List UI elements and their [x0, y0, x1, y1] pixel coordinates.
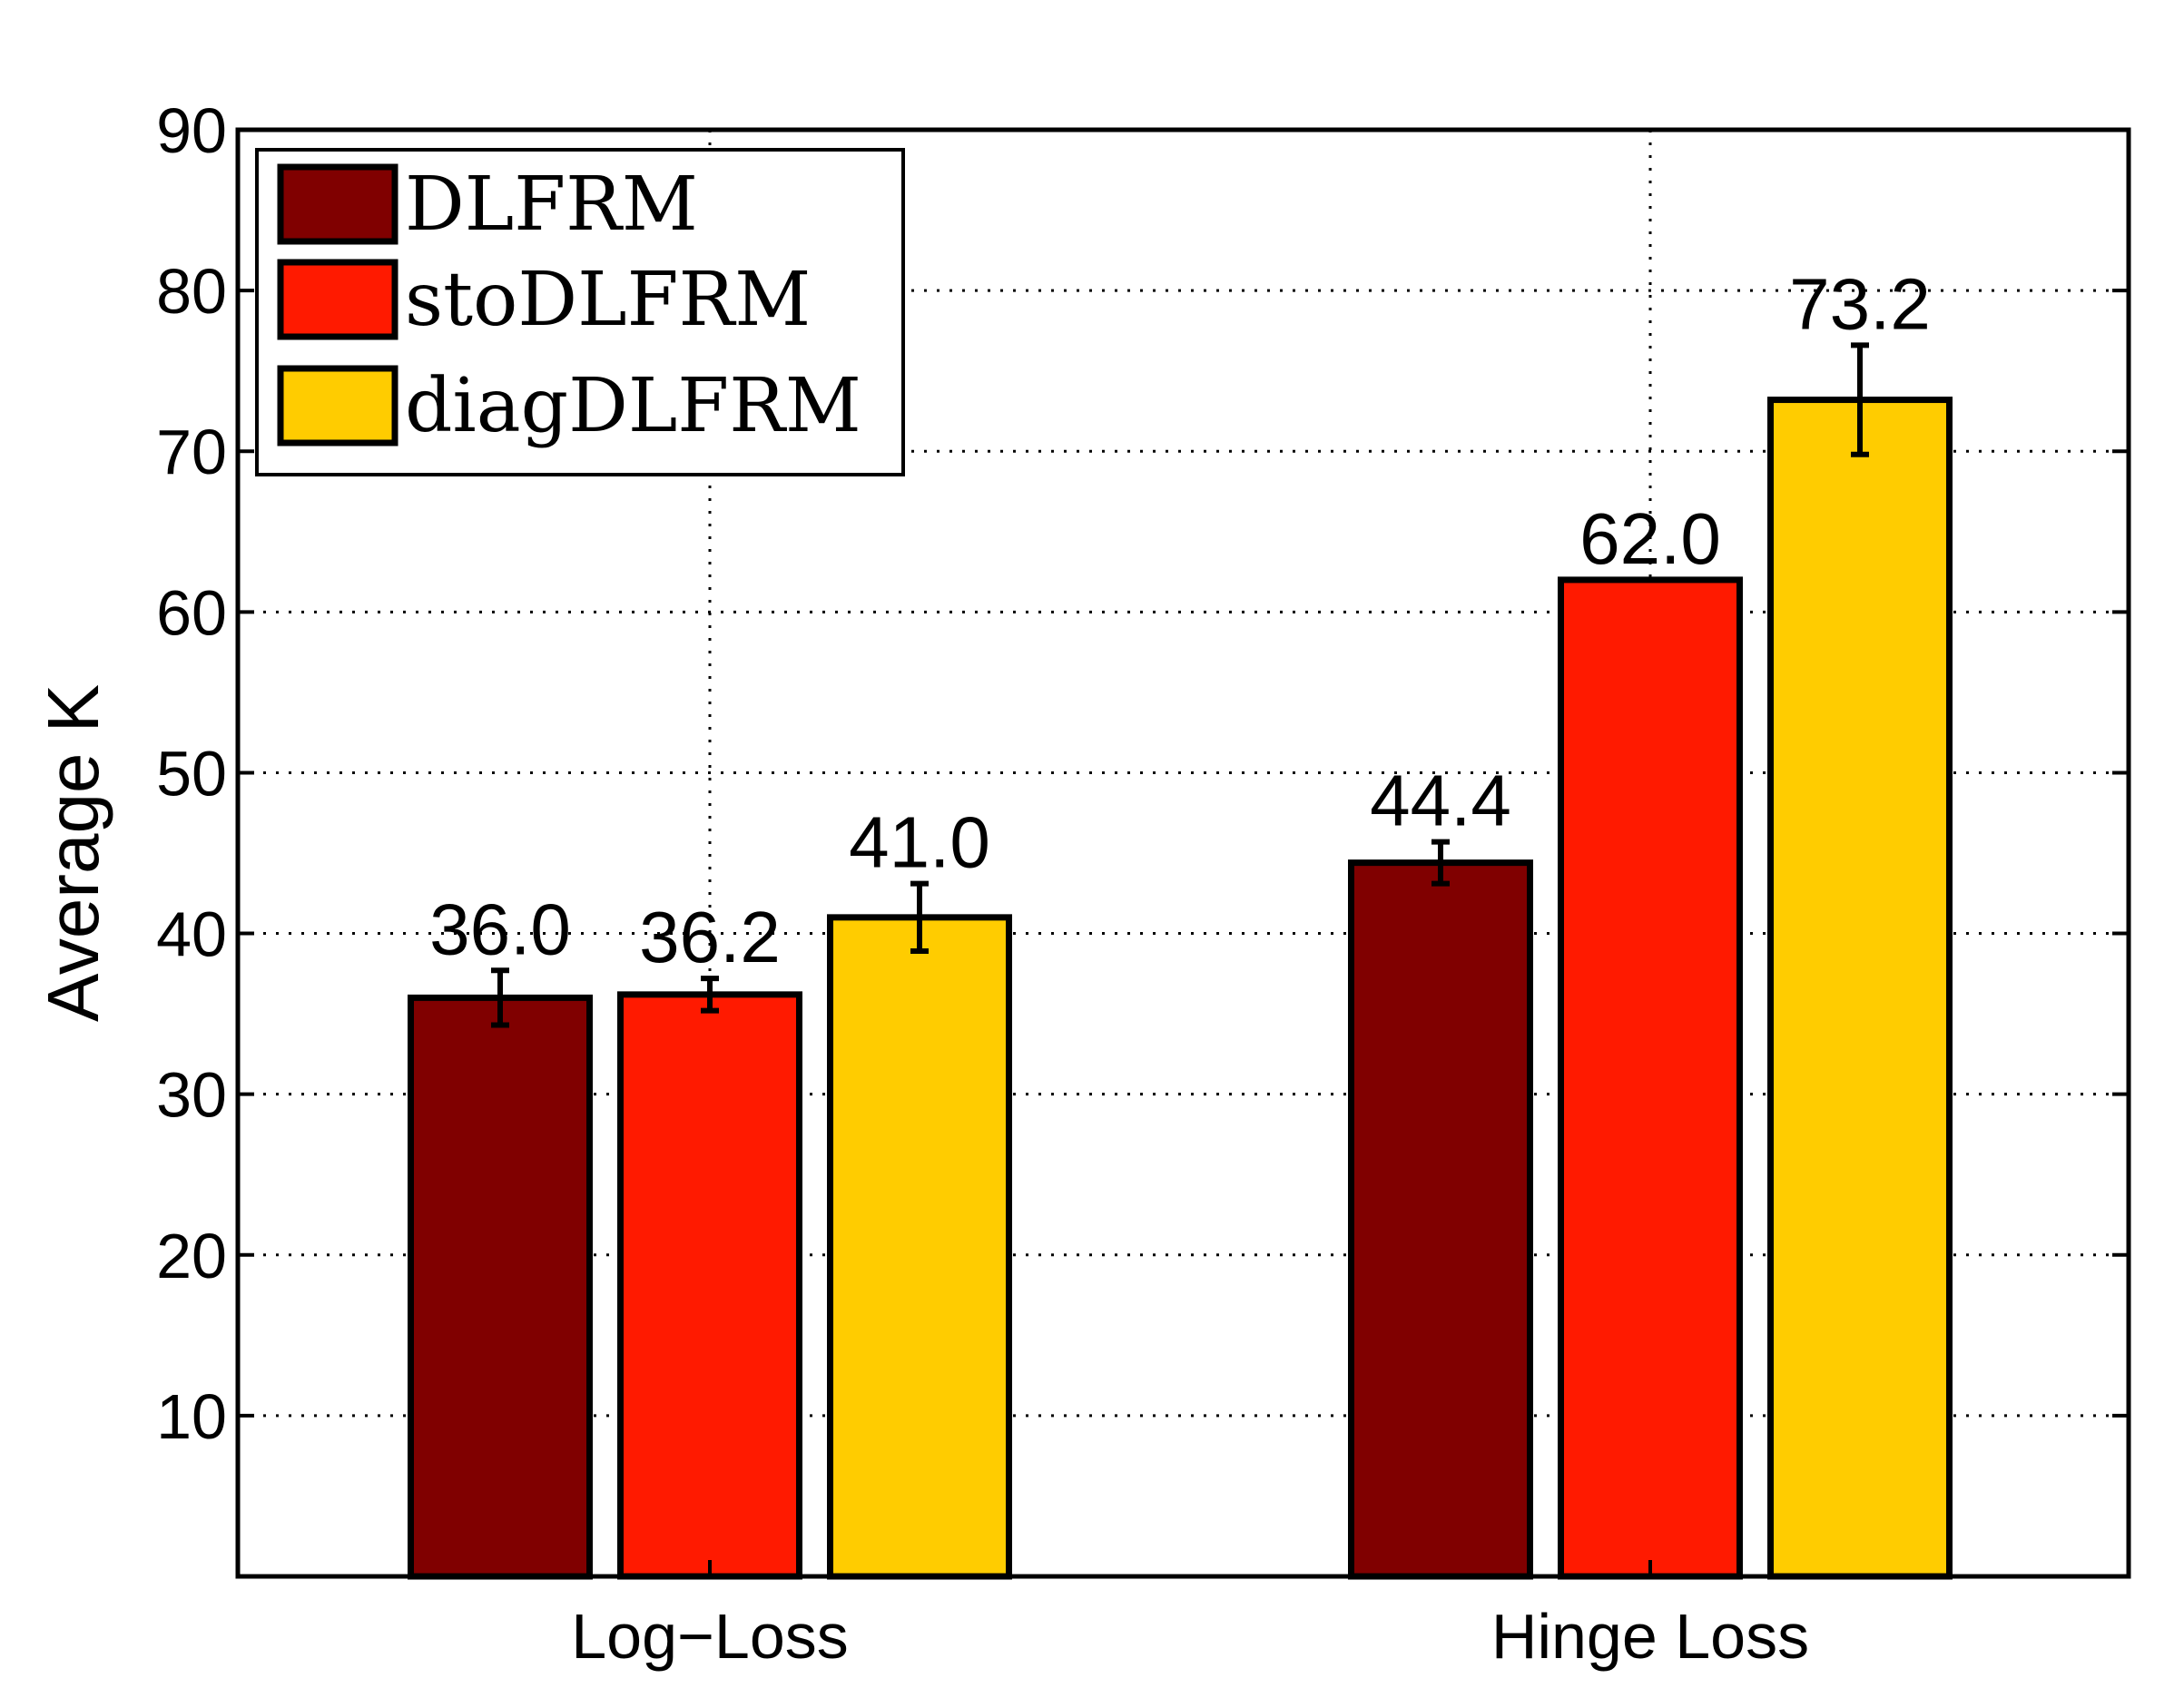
- legend-swatch: [277, 163, 398, 245]
- legend-label: diagDLFRM: [405, 363, 861, 449]
- y-tick-label: 60: [156, 577, 227, 648]
- y-tick-label: 40: [156, 899, 227, 970]
- y-tick-label: 30: [156, 1060, 227, 1131]
- data-label: 44.4: [1370, 761, 1511, 841]
- bar: [617, 991, 802, 1580]
- legend-swatch: [277, 365, 398, 447]
- x-tick-label: Hinge Loss: [1491, 1601, 1809, 1672]
- bar: [827, 914, 1012, 1580]
- x-tick-label: Log−Loss: [571, 1601, 849, 1672]
- data-label: 62.0: [1579, 498, 1721, 579]
- y-tick-label: 70: [156, 417, 227, 487]
- bars: 36.0 36.2 41.0 44.4 62.0 73.2: [408, 263, 1953, 1580]
- legend: DLFRM stoDLFRM diagDLFRM: [255, 148, 905, 476]
- y-tick-label: 20: [156, 1221, 227, 1291]
- y-tick-label: 50: [156, 738, 227, 809]
- y-axis-label: Average K: [33, 684, 113, 1022]
- bar: [1348, 859, 1533, 1580]
- plot-frame: [235, 127, 2131, 1579]
- data-label: 73.2: [1789, 263, 1931, 344]
- legend-swatch: [277, 259, 398, 340]
- bar: [1767, 397, 1953, 1580]
- bar: [1558, 576, 1743, 1580]
- data-label: 36.2: [639, 897, 781, 977]
- data-label: 41.0: [849, 802, 990, 883]
- y-tick-label: 80: [156, 256, 227, 327]
- legend-label: stoDLFRM: [405, 257, 811, 343]
- bar: [408, 994, 593, 1580]
- y-tick-label: 90: [156, 95, 227, 166]
- legend-label: DLFRM: [405, 162, 698, 248]
- y-axis-ticks: 10 20 30 40 50 60 70 80 90: [156, 95, 2129, 1452]
- y-tick-label: 10: [156, 1381, 227, 1452]
- x-axis-ticks: Log−Loss Hinge Loss: [571, 1560, 1809, 1672]
- data-label: 36.0: [429, 888, 571, 969]
